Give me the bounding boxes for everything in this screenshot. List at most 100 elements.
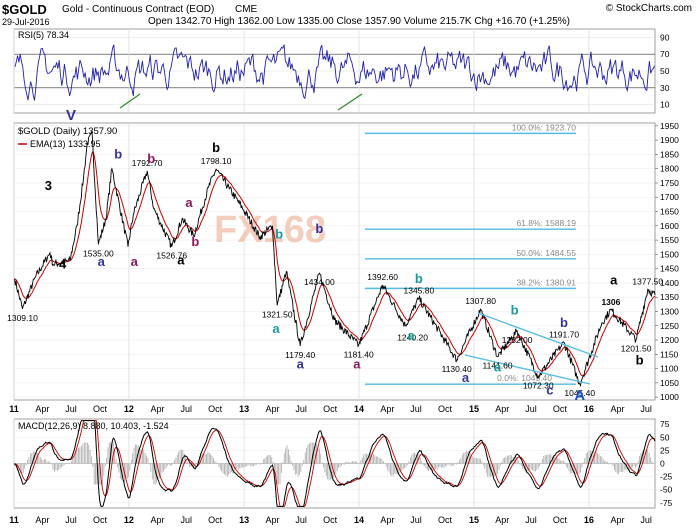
macd-tick-label: -25 — [660, 472, 673, 482]
x-axis-label: 16 — [584, 404, 594, 414]
x-axis-label: Apr — [35, 404, 49, 414]
x-axis-label: Jul — [65, 515, 77, 525]
x-axis-label: Apr — [265, 515, 279, 525]
x-axis-label: Oct — [553, 515, 568, 525]
price-annotation: 1179.40 — [285, 350, 315, 360]
x-axis-label: Apr — [151, 515, 165, 525]
x-axis-label: Apr — [380, 515, 394, 525]
wave-label: a — [407, 328, 415, 343]
x-axis-label: Oct — [553, 404, 568, 414]
x-axis-label: 15 — [469, 404, 479, 414]
wave-label: b — [560, 315, 568, 330]
price-annotation: 1232.00 — [502, 335, 533, 345]
wave-label: b — [147, 151, 155, 166]
price-tick-label: 1450 — [660, 264, 679, 274]
rsi-tick-label: 90 — [660, 32, 670, 42]
price-tick-label: 1300 — [660, 306, 679, 316]
x-axis-label: 13 — [239, 515, 249, 525]
x-axis-label: 11 — [9, 515, 19, 525]
x-axis-label: Oct — [323, 404, 338, 414]
x-axis-label: Oct — [93, 404, 108, 414]
x-axis-label: Jul — [410, 404, 422, 414]
macd-tick-label: 25 — [660, 445, 670, 455]
wave-label: a — [185, 195, 193, 210]
price-annotation: 1141.60 — [483, 361, 513, 371]
price-annotation: 1434.00 — [304, 277, 335, 287]
price-annotation: 1306 — [601, 297, 620, 307]
price-annotation: 1798.10 — [201, 156, 232, 166]
macd-tick-label: 0 — [660, 459, 665, 469]
x-axis-label: 14 — [354, 515, 364, 525]
price-tick-label: 1800 — [660, 164, 679, 174]
rsi-tick-label: 70 — [660, 49, 670, 59]
wave-label: b — [275, 227, 283, 242]
price-annotation: 1240.20 — [397, 333, 428, 343]
wave-label: a — [494, 359, 502, 374]
wave-label: a — [297, 357, 305, 372]
wave-label: a — [272, 321, 280, 336]
price-tick-label: 1500 — [660, 249, 679, 259]
rsi-tick-label: 10 — [660, 100, 670, 110]
x-axis-label: Apr — [495, 515, 509, 525]
x-axis-label: Oct — [208, 515, 223, 525]
x-axis-label: 12 — [124, 404, 134, 414]
fib-level-label: 100.0%: 1923.70 — [512, 122, 577, 132]
x-axis-label: Oct — [438, 404, 453, 414]
price-tick-label: 1350 — [660, 292, 679, 302]
price-annotation: 1535.00 — [83, 248, 114, 258]
x-axis-label: Apr — [151, 404, 165, 414]
price-annotation: 1191.70 — [549, 329, 579, 339]
wave-label: a — [177, 252, 185, 267]
x-axis-label: 12 — [124, 515, 134, 525]
x-axis-label: Jul — [295, 404, 307, 414]
wave-label: a — [353, 357, 361, 372]
rsi-tick-label: 30 — [660, 83, 670, 93]
x-axis-label: Apr — [495, 404, 509, 414]
x-axis-label: Jul — [525, 515, 537, 525]
price-annotation: 1307.80 — [465, 296, 496, 306]
rsi-label: RSI(5) 78.34 — [18, 30, 69, 40]
ema-line — [14, 150, 656, 377]
rsi-line — [14, 44, 656, 101]
rsi-tick-label: 50 — [660, 66, 670, 76]
wave-label: b — [636, 352, 644, 367]
x-axis-label: Jul — [295, 515, 307, 525]
wave-label: 4 — [59, 257, 67, 272]
macd-signal-line — [14, 420, 656, 507]
price-annotation: 1181.40 — [344, 349, 374, 359]
price-tick-label: 1600 — [660, 221, 679, 231]
x-axis-label: Apr — [380, 404, 394, 414]
x-axis-label: Jul — [180, 404, 192, 414]
wave-label: b — [114, 147, 122, 162]
price-tick-label: 1150 — [660, 349, 679, 359]
wave-label: V — [66, 107, 76, 124]
stockcharts-watermark: © StockCharts.com — [605, 3, 692, 14]
price-tick-label: 1050 — [660, 378, 679, 388]
price-tick-label: 1900 — [660, 135, 679, 145]
wave-label: b — [212, 140, 220, 155]
price-annotation: 1345.80 — [404, 285, 435, 295]
price-annotation: 1072.30 — [523, 380, 554, 390]
ema-legend: EMA(13) 1333.95 — [30, 139, 101, 149]
chart-exchange: CME — [235, 4, 258, 15]
x-axis-label: Apr — [611, 515, 625, 525]
price-annotation: 1321.50 — [262, 309, 293, 319]
chart-symbol: $GOLD — [2, 2, 47, 17]
macd-line — [14, 420, 656, 507]
fib-level-label: 38.2%: 1380.91 — [516, 277, 576, 287]
x-axis-label: Jul — [410, 515, 422, 525]
x-axis-label: 11 — [9, 404, 19, 414]
rsi-trendline-1 — [119, 93, 141, 109]
macd-label: MACD(12,26,9) 8.880, 10.403, -1.524 — [18, 421, 169, 431]
x-axis-label: Apr — [35, 515, 49, 525]
price-annotation: 1526.76 — [156, 251, 187, 261]
x-axis-label: Jul — [640, 515, 652, 525]
price-tick-label: 1400 — [660, 278, 679, 288]
x-axis-label: Oct — [208, 404, 223, 414]
fib-level-label: 61.8%: 1588.19 — [516, 218, 576, 228]
wave-label: a — [610, 272, 618, 287]
price-tick-label: 1250 — [660, 321, 679, 331]
x-axis-label: Jul — [180, 515, 192, 525]
chart-instrument-name: Gold - Continuous Contract (EOD) — [62, 4, 215, 15]
